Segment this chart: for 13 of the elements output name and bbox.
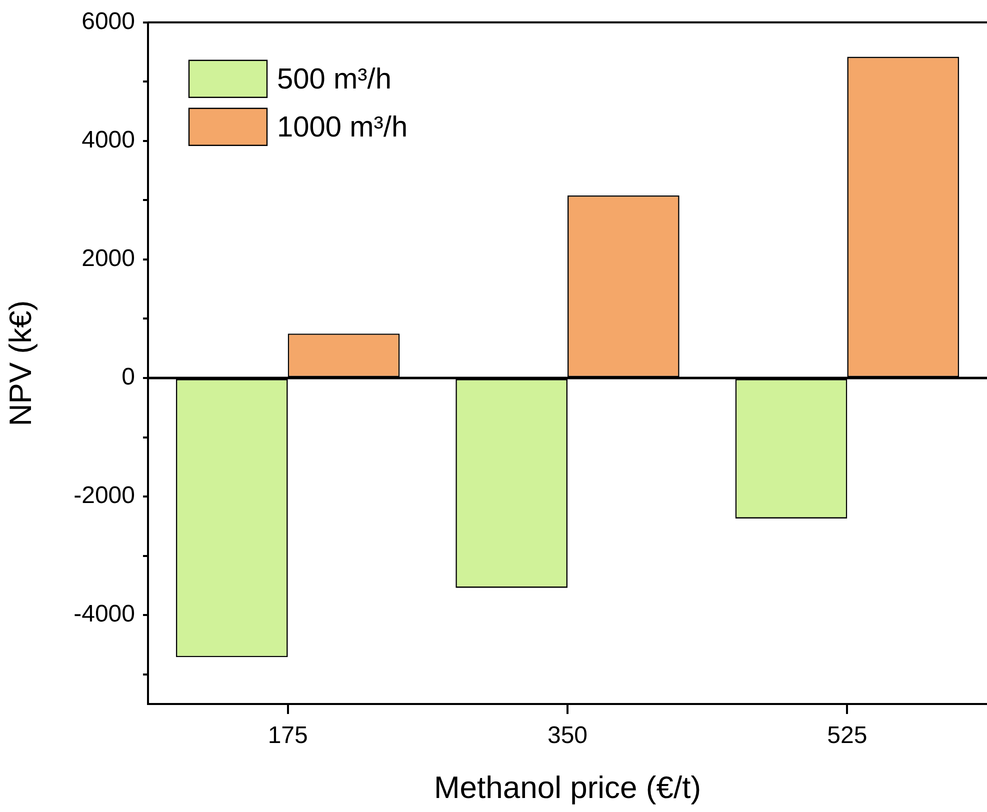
legend-label: 1000 m³/h xyxy=(277,111,408,144)
legend-label: 500 m³/h xyxy=(277,63,392,96)
y-tick-label: 0 xyxy=(122,364,135,391)
x-axis-title: Methanol price (€/t) xyxy=(434,770,702,805)
y-tick-label: -4000 xyxy=(74,600,135,628)
y-tick-label: 2000 xyxy=(82,245,135,272)
y-tick-label: 6000 xyxy=(82,8,135,36)
x-tick-label: 175 xyxy=(268,722,308,750)
y-tick-label: -2000 xyxy=(74,482,135,510)
x-tick-label: 350 xyxy=(547,722,588,750)
x-tick-label: 525 xyxy=(827,722,868,750)
y-tick-label: 4000 xyxy=(82,126,135,154)
y-axis-title: NPV (k€) xyxy=(3,300,38,426)
